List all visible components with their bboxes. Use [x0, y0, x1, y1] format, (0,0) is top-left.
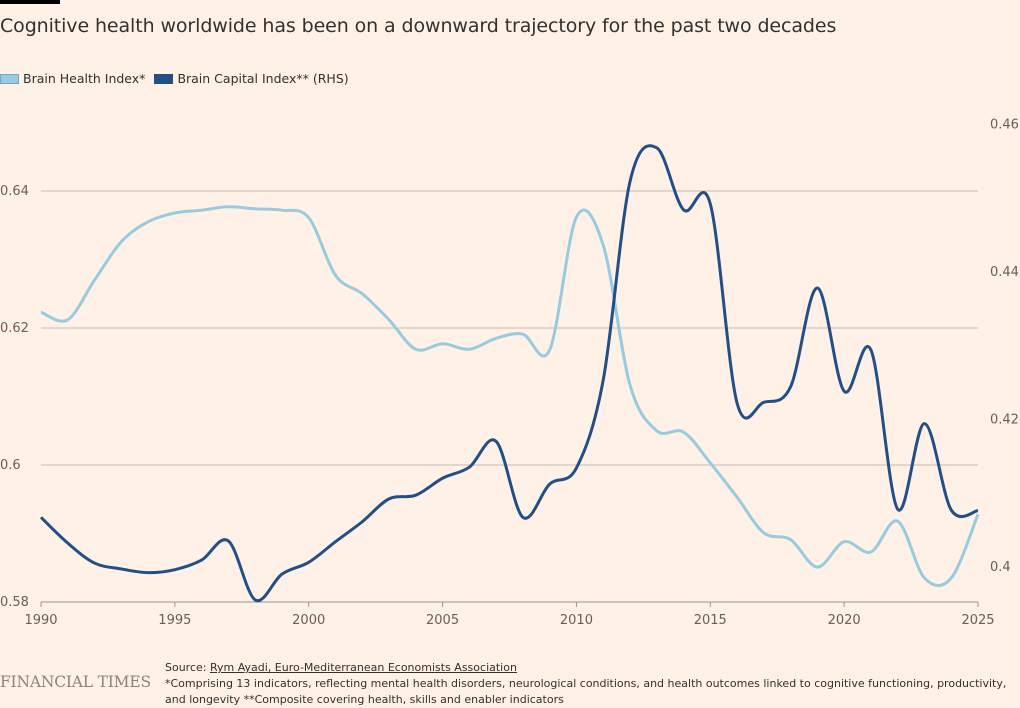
- series-line-brain-health: [40, 205, 980, 588]
- y-right-tick-label: 0.42: [990, 413, 1019, 428]
- x-tick-label: 1995: [158, 613, 191, 628]
- y-left-tick-label: 0.62: [0, 321, 29, 336]
- y-right-tick-label: 0.4: [990, 560, 1011, 575]
- y-left-tick-label: 0.58: [0, 595, 29, 610]
- y-axis-left: 0.58 0.6 0.62 0.64: [0, 184, 29, 610]
- source-link[interactable]: Rym Ayadi, Euro-Mediterranean Economists…: [209, 661, 517, 674]
- y-right-tick-label: 0.46: [990, 118, 1019, 133]
- y-left-tick-label: 0.6: [0, 458, 21, 473]
- legend-label-brain-capital: Brain Capital Index** (RHS): [177, 71, 349, 86]
- ft-logo: FINANCIAL TIMES: [0, 673, 151, 691]
- legend-swatch-brain-health: [0, 73, 19, 84]
- source-prefix: Source:: [165, 661, 210, 674]
- x-tick-label: 2020: [828, 613, 861, 628]
- legend-swatch-brain-capital: [154, 73, 174, 84]
- legend-item-brain-health: Brain Health Index*: [0, 71, 145, 86]
- x-axis: 1990 1995 2000 2005 2010 2015 2020 2025: [24, 601, 995, 628]
- x-tick-label: 2010: [560, 613, 593, 628]
- x-tick-label: 2005: [426, 613, 459, 628]
- footnote: *Comprising 13 indicators, reflecting me…: [165, 677, 1007, 706]
- chart-legend: Brain Health Index* Brain Capital Index*…: [0, 71, 358, 86]
- legend-item-brain-capital: Brain Capital Index** (RHS): [154, 71, 349, 86]
- x-tick-label: 2025: [961, 613, 994, 628]
- series-line-brain-capital: [39, 144, 979, 603]
- y-axis-right: 0.4 0.42 0.44 0.46: [990, 118, 1019, 576]
- source-line: Source: Rym Ayadi, Euro-Mediterranean Ec…: [165, 660, 1015, 676]
- y-left-tick-label: 0.64: [0, 184, 29, 199]
- legend-label-brain-health: Brain Health Index*: [23, 71, 146, 86]
- x-tick-label: 2000: [292, 613, 325, 628]
- x-tick-label: 2015: [694, 613, 727, 628]
- y-right-tick-label: 0.44: [990, 265, 1019, 280]
- chart-title: Cognitive health worldwide has been on a…: [0, 15, 837, 37]
- series-lines: [39, 144, 980, 603]
- ft-brand-bar: [0, 0, 60, 4]
- chart-footer: Source: Rym Ayadi, Euro-Mediterranean Ec…: [165, 660, 1015, 708]
- gridlines: [41, 190, 978, 466]
- x-tick-label: 1990: [24, 613, 57, 628]
